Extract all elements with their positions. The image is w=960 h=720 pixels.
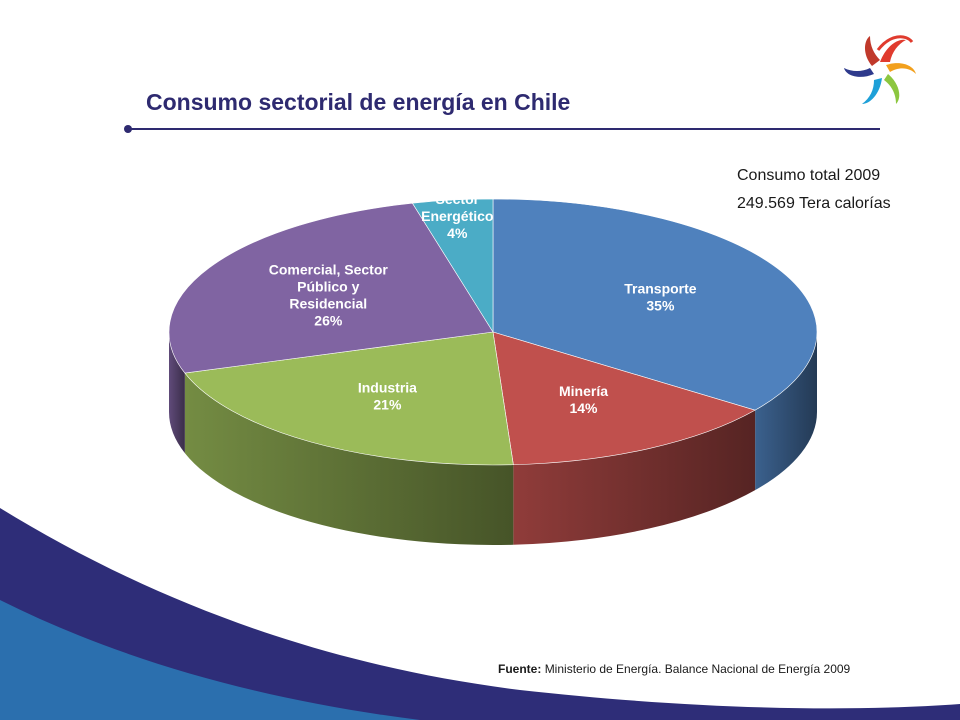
slice-value-2: 21% [373, 396, 402, 412]
slice-value-0: 35% [646, 298, 675, 314]
pie-side-wall-2 [184, 373, 514, 545]
total-consumption-label: Consumo total 2009 [737, 167, 881, 184]
pie-slice-4 [411, 198, 494, 334]
slice-label-4-line-0: Sector [436, 191, 480, 207]
pie-slice-0 [492, 198, 818, 411]
pie-side-wall-1 [513, 410, 756, 545]
slide-title: Consumo sectorial de energía en Chile [146, 89, 571, 115]
pie-side-wall-3 [169, 332, 185, 454]
slice-label-2-line-0: Industria [358, 379, 417, 395]
pie-side-walls [169, 332, 817, 545]
pie-slice-3 [168, 202, 494, 374]
title-underline-dot [124, 125, 132, 133]
slice-label-4-line-1: Energético [421, 208, 493, 224]
pie-top-faces [168, 198, 818, 466]
slice-label-3-line-1: Público y [297, 278, 359, 294]
slice-label-1-line-0: Minería [559, 383, 608, 399]
pie-slice-2 [184, 331, 514, 466]
source-label: Fuente: [498, 662, 542, 676]
source-note: Fuente: Ministerio de Energía. Balance N… [498, 662, 850, 676]
pie-slice-1 [492, 331, 756, 466]
slice-label-3-line-0: Comercial, Sector [269, 261, 389, 277]
slice-value-4: 4% [447, 225, 468, 241]
slice-label-3-line-2: Residencial [289, 295, 367, 311]
source-text: Ministerio de Energía. Balance Nacional … [544, 662, 851, 676]
swoosh-blue-band [0, 600, 420, 720]
slice-value-1: 14% [569, 400, 598, 416]
total-consumption-value: 249.569 Tera calorías [737, 195, 891, 212]
slice-label-0-line-0: Transporte [624, 281, 697, 297]
pinwheel-logo-icon [844, 35, 916, 104]
pie-side-wall-0 [755, 332, 817, 491]
slice-value-3: 26% [314, 312, 343, 328]
swoosh-dark-band [0, 508, 960, 720]
